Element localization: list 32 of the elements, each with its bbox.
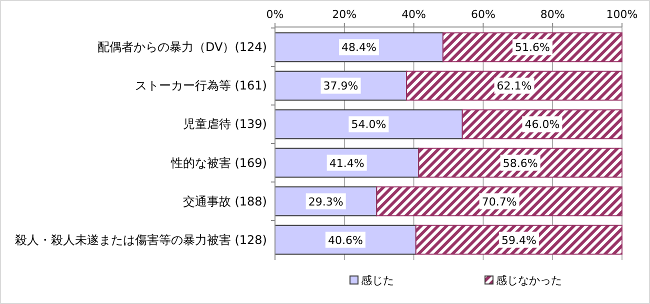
data-label: 48.4%	[341, 41, 376, 54]
data-label: 29.3%	[308, 195, 344, 208]
data-label: 70.7%	[482, 195, 517, 208]
y-tick-label: 殺人・殺人未遂または傷害等の暴力被害 (128)	[14, 232, 267, 247]
y-tick-label: 児童虐待 (139)	[182, 117, 267, 132]
y-tick-label: ストーカー行為等 (161)	[134, 78, 267, 93]
y-tick-label: 性的な被害 (169)	[170, 156, 267, 170]
bar	[415, 224, 622, 255]
data-label: 37.9%	[323, 80, 358, 93]
bar	[406, 70, 622, 101]
data-label: 59.4%	[501, 234, 536, 247]
data-label: 51.6%	[514, 41, 550, 54]
y-tick-label: 配偶者からの暴力（DV）(124)	[97, 40, 267, 54]
legend-label: 感じなかった	[496, 274, 562, 287]
data-label: 58.6%	[502, 156, 538, 170]
bar	[376, 186, 622, 216]
data-label: 40.6%	[328, 234, 363, 247]
x-tick-label: 0%	[266, 8, 284, 21]
legend-label: 感じた	[361, 274, 394, 287]
data-label: 54.0%	[351, 118, 386, 132]
x-tick-label: 40%	[402, 8, 426, 21]
bar	[442, 32, 622, 62]
bar	[418, 148, 622, 178]
data-label: 62.1%	[496, 80, 532, 93]
bar	[274, 109, 463, 140]
data-label: 41.4%	[329, 156, 364, 170]
x-tick-label: 20%	[332, 8, 357, 21]
y-tick-label: 交通事故 (188)	[182, 194, 267, 208]
data-label: 46.0%	[524, 118, 560, 132]
x-tick-label: 80%	[540, 8, 565, 21]
x-tick-label: 100%	[606, 8, 638, 21]
x-tick-label: 60%	[470, 8, 496, 21]
